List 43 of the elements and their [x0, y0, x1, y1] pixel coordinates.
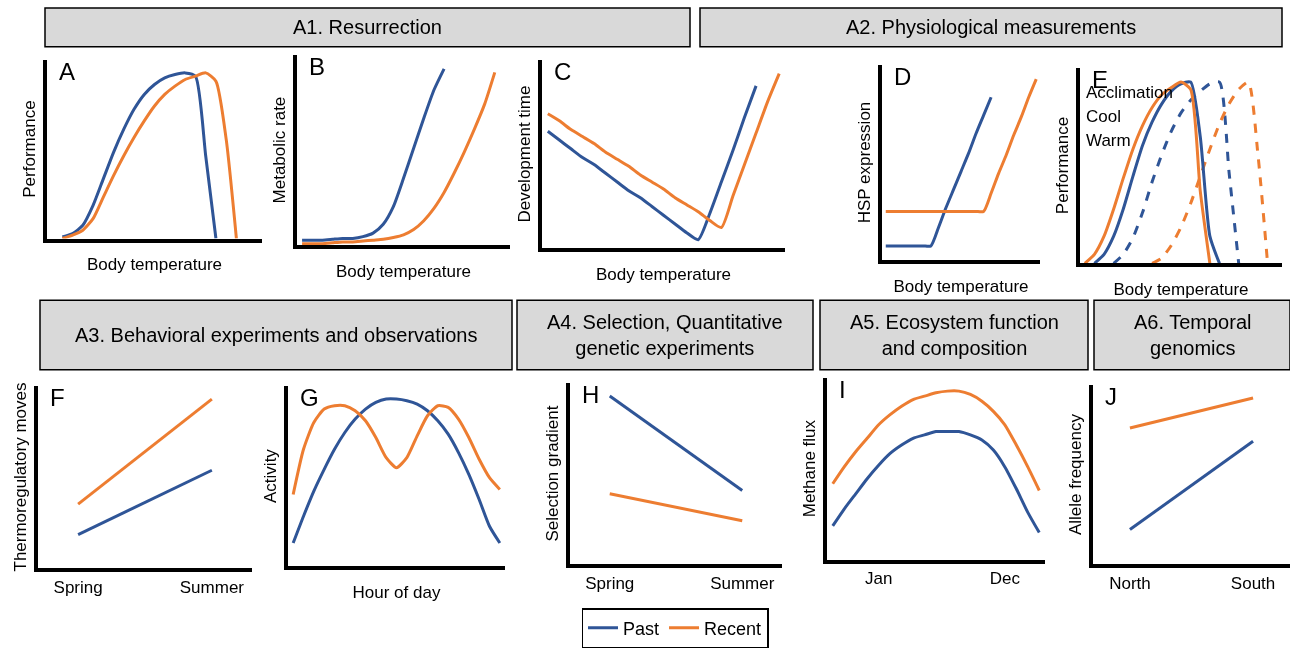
chart-title: A6. Temporal genomics [1134, 311, 1252, 359]
annotation: C [554, 58, 572, 85]
y-axis-title: Metabolic rate [270, 96, 290, 204]
y-axis-title: Activity [261, 448, 281, 503]
y-axis-title: HSP expression [855, 101, 875, 224]
y-axis-title: Performance [1053, 116, 1073, 215]
x-axis-title: Body temperature [893, 276, 1029, 296]
x-tick-label: South [1230, 573, 1276, 593]
x-axis-title: Body temperature [1113, 279, 1249, 299]
annotation: B [309, 53, 326, 80]
x-tick-label: Spring [53, 577, 103, 597]
annotation: G [300, 384, 319, 411]
x-tick-label: North [1109, 573, 1151, 593]
x-tick-label: Summer [179, 577, 245, 597]
text: A3. Behavioral experiments and observations [75, 324, 478, 346]
chart-title: A5. Ecosystem function and composition [850, 311, 1059, 359]
annotation: F [50, 384, 65, 411]
x-tick-label: Jan [864, 568, 893, 588]
annotation: I [839, 376, 846, 403]
y-axis-title: Selection gradient [543, 405, 563, 542]
annotation: D [894, 63, 912, 90]
y-axis-title: Methane flux [800, 419, 820, 518]
text: A2. Physiological measurements [846, 16, 1137, 38]
legend-label: Past [623, 618, 660, 639]
annotation: Warm [1086, 131, 1131, 150]
x-axis-title: Body temperature [595, 264, 732, 284]
text: A1. Resurrection [293, 16, 442, 38]
y-axis-title: Performance [20, 100, 40, 198]
x-axis-title: Body temperature [335, 261, 472, 281]
annotation: Cool [1086, 107, 1121, 126]
annotation: J [1105, 383, 1117, 410]
x-axis-title: Body temperature [86, 254, 223, 274]
x-tick-label: Dec [989, 568, 1021, 588]
y-axis-title: Development time [515, 85, 535, 223]
x-axis-title: Hour of day [352, 582, 441, 602]
annotation: A [59, 58, 76, 85]
y-axis-title: Allele frequency [1066, 413, 1086, 536]
x-tick-label: Spring [585, 573, 635, 593]
x-tick-label: Summer [710, 573, 775, 593]
annotation: H [582, 381, 600, 408]
y-axis-title: Thermoregulatory moves [11, 382, 31, 572]
chart-title: A4. Selection, Quantitative genetic experiments [547, 311, 783, 359]
legend-label: Recent [704, 618, 762, 639]
